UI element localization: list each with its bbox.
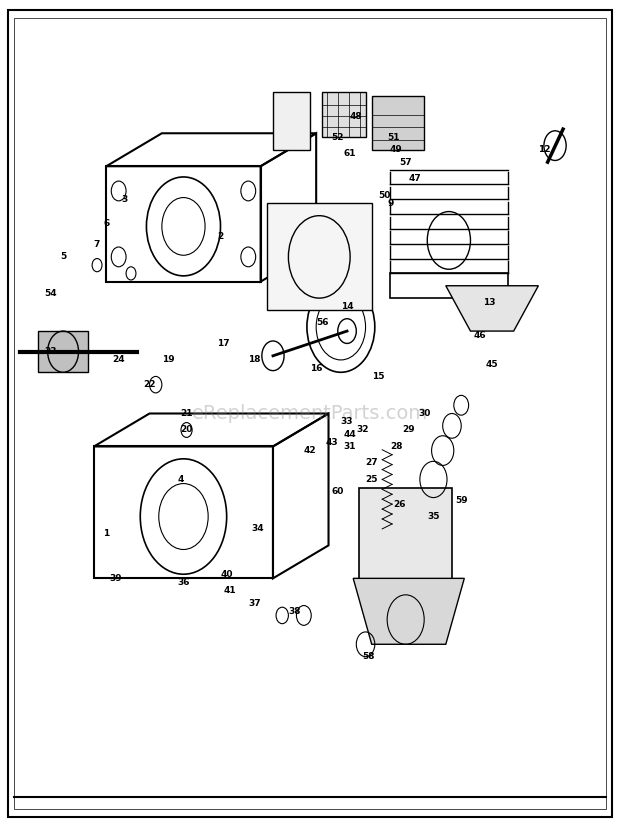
Text: 45: 45 [485, 360, 498, 369]
Text: 39: 39 [109, 574, 122, 583]
Text: 43: 43 [326, 437, 338, 447]
Text: 59: 59 [455, 495, 467, 504]
Text: 7: 7 [94, 240, 100, 249]
Text: 30: 30 [418, 409, 430, 418]
Text: 22: 22 [143, 380, 156, 390]
Text: 24: 24 [112, 356, 125, 365]
Text: 15: 15 [371, 372, 384, 381]
Bar [360, 488, 452, 595]
Text: 48: 48 [350, 112, 363, 122]
Text: 14: 14 [341, 302, 353, 311]
Text: 58: 58 [362, 653, 375, 661]
Text: 6: 6 [103, 219, 110, 228]
Text: 21: 21 [180, 409, 193, 418]
Text: 54: 54 [45, 289, 57, 299]
Text: 32: 32 [356, 425, 369, 434]
Text: 51: 51 [387, 133, 399, 142]
Bar [267, 203, 372, 310]
Text: 36: 36 [177, 578, 190, 587]
Text: 61: 61 [344, 150, 356, 158]
Text: 44: 44 [343, 429, 356, 438]
Text: 31: 31 [344, 442, 356, 451]
Text: 1: 1 [103, 528, 110, 538]
Bar [372, 96, 424, 150]
Text: 46: 46 [474, 331, 486, 340]
Text: 28: 28 [390, 442, 402, 451]
Text: 41: 41 [223, 586, 236, 595]
Text: 23: 23 [45, 347, 57, 356]
Bar [322, 92, 366, 137]
Text: 26: 26 [393, 500, 405, 509]
Text: 40: 40 [221, 570, 233, 579]
Text: 60: 60 [332, 487, 344, 496]
Text: 50: 50 [378, 190, 390, 199]
Text: 49: 49 [390, 146, 403, 155]
Bar [390, 274, 508, 298]
Text: 5: 5 [60, 252, 66, 261]
Text: 25: 25 [365, 475, 378, 484]
Text: 42: 42 [304, 446, 316, 455]
Text: 16: 16 [310, 364, 322, 373]
Text: 33: 33 [341, 418, 353, 426]
Text: 13: 13 [483, 298, 495, 307]
Polygon shape [38, 331, 88, 372]
Text: 29: 29 [402, 425, 415, 434]
Text: 37: 37 [248, 599, 261, 608]
Text: eReplacementParts.com: eReplacementParts.com [192, 404, 428, 423]
Text: 47: 47 [409, 174, 422, 183]
Text: 27: 27 [365, 458, 378, 467]
Polygon shape [353, 578, 464, 644]
Text: 56: 56 [316, 318, 329, 327]
Text: 12: 12 [538, 146, 551, 155]
Text: 34: 34 [251, 524, 264, 533]
Text: 9: 9 [387, 198, 394, 208]
Text: 20: 20 [180, 425, 193, 434]
Text: 2: 2 [218, 232, 224, 241]
Text: 17: 17 [217, 339, 230, 348]
Text: 4: 4 [177, 475, 184, 484]
Text: 18: 18 [248, 356, 260, 365]
Text: 35: 35 [427, 512, 440, 521]
Text: 38: 38 [288, 607, 301, 616]
Text: 52: 52 [332, 133, 344, 142]
Text: 3: 3 [122, 194, 128, 203]
Text: 19: 19 [162, 356, 174, 365]
Text: 57: 57 [399, 158, 412, 166]
Polygon shape [446, 286, 538, 331]
Bar [273, 92, 310, 150]
